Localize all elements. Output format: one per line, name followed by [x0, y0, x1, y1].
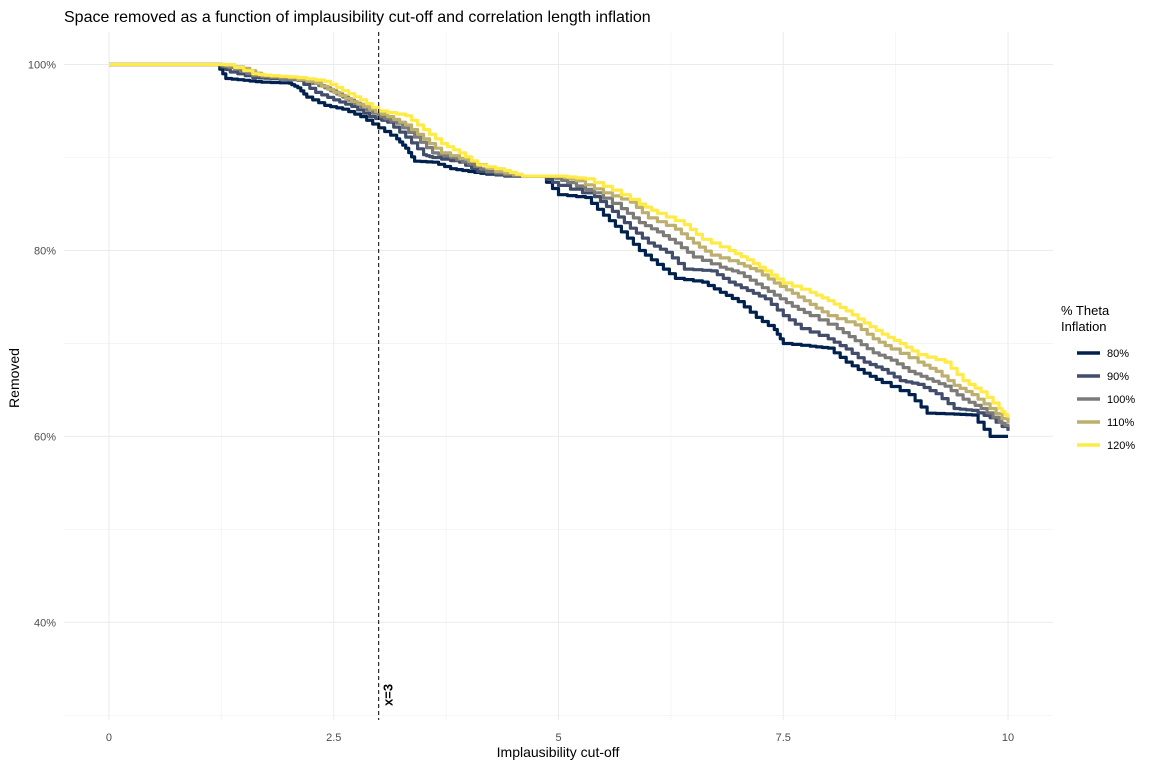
legend-label: 90%	[1107, 371, 1129, 383]
y-axis-title: Removed	[6, 348, 22, 408]
x-axis-ticks: 0 2.5 5 7.5 10	[106, 732, 1014, 744]
series-line-90pct	[109, 62, 1010, 431]
series-layer	[109, 62, 1010, 438]
legend-label: 110%	[1107, 417, 1135, 429]
x-tick-label: 7.5	[776, 732, 791, 744]
legend-label: 100%	[1107, 394, 1135, 406]
series-line-80pct	[109, 62, 1008, 438]
x-tick-label: 0	[106, 732, 112, 744]
grid	[64, 32, 1053, 720]
series-line-110pct	[109, 62, 1010, 424]
chart-title: Space removed as a function of implausib…	[64, 9, 651, 26]
y-tick-label: 40%	[34, 617, 56, 629]
x-axis-title: Implausibility cut-off	[497, 744, 620, 760]
y-tick-label: 60%	[34, 431, 56, 443]
reference-line-label: x=3	[381, 684, 396, 706]
legend-title: % Theta	[1061, 303, 1110, 318]
reference-line-group: x=3	[378, 32, 396, 720]
x-tick-label: 2.5	[326, 732, 341, 744]
y-tick-label: 100%	[28, 60, 56, 72]
y-tick-label: 80%	[34, 245, 56, 257]
legend-label: 80%	[1107, 348, 1129, 360]
legend-title: Inflation	[1061, 319, 1107, 334]
x-tick-label: 10	[1002, 732, 1014, 744]
x-tick-label: 5	[555, 732, 561, 744]
legend-label: 120%	[1107, 440, 1135, 452]
y-axis-ticks: 40% 60% 80% 100%	[28, 60, 56, 630]
series-line-120pct	[109, 62, 1010, 418]
